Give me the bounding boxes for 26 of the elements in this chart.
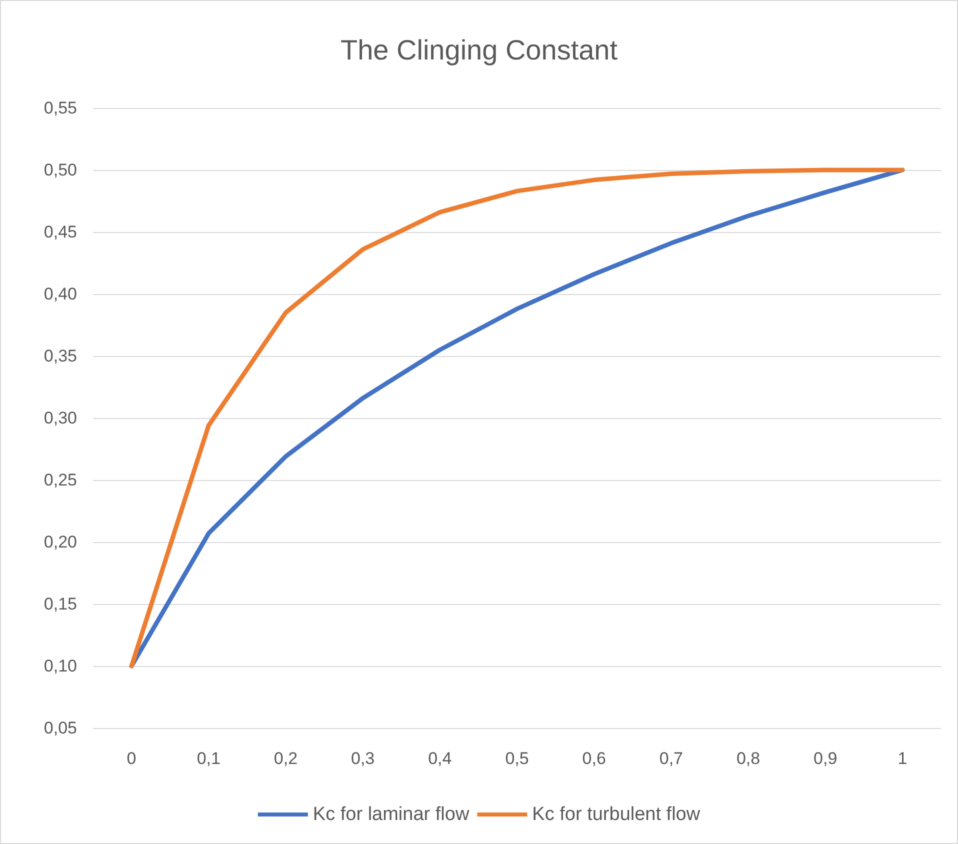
y-tick-label: 0,45: [44, 222, 77, 242]
x-tick-label: 0,6: [582, 749, 606, 768]
x-tick-label: 1: [898, 749, 908, 768]
y-tick-label: 0,25: [44, 470, 77, 490]
x-tick-label: 0,2: [274, 749, 298, 768]
x-tick-label: 0: [126, 749, 136, 768]
y-tick-label: 0,30: [44, 408, 77, 428]
y-tick-label: 0,10: [44, 656, 77, 676]
y-tick-label: 0,15: [44, 594, 77, 614]
x-tick-label: 0,7: [659, 749, 683, 768]
legend-label: Kc for laminar flow: [312, 804, 470, 825]
x-tick-label: 0,8: [736, 749, 760, 768]
y-tick-label: 0,55: [44, 98, 77, 118]
x-tick-label: 0,4: [428, 749, 452, 768]
x-tick-label: 0,9: [814, 749, 838, 768]
x-tick-label: 0,3: [351, 749, 375, 768]
y-tick-label: 0,50: [44, 160, 77, 180]
chart-title: The Clinging Constant: [340, 34, 618, 66]
line-series: [129, 168, 905, 668]
x-tick-label: 0,1: [196, 749, 220, 768]
x-tick-label: 0,5: [505, 749, 529, 768]
y-tick-label: 0,05: [44, 718, 77, 738]
y-tick-label: 0,40: [44, 284, 77, 304]
y-tick-label: 0,20: [44, 532, 77, 552]
y-tick-label: 0,35: [44, 346, 77, 366]
legend-label: Kc for turbulent flow: [532, 804, 700, 825]
